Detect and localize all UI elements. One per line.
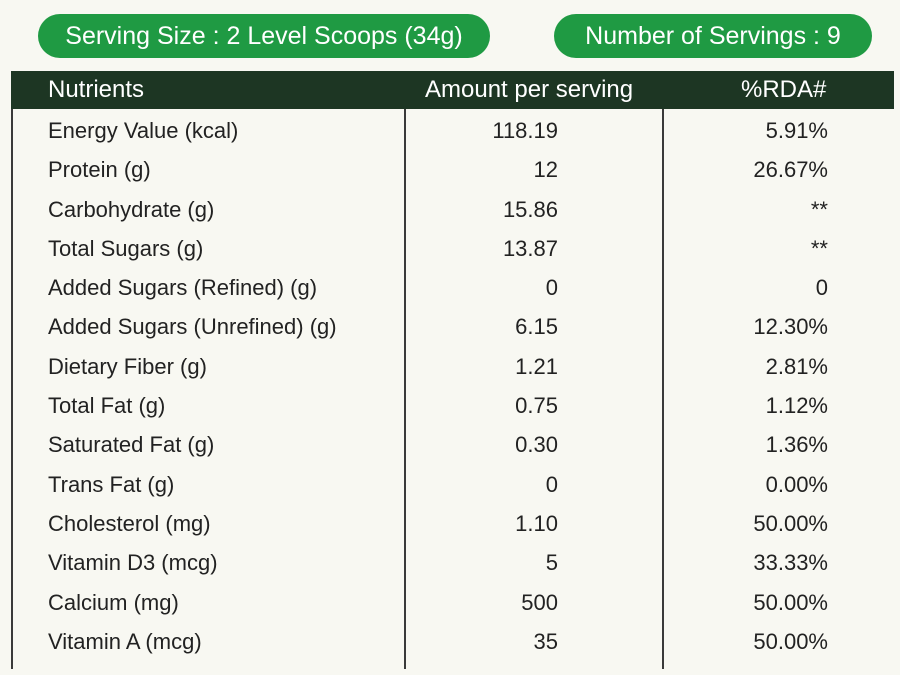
table-row: Energy Value (kcal) 118.19 5.91%	[11, 111, 894, 150]
nutrient-rda: 33.33%	[753, 550, 828, 576]
table-row: Dietary Fiber (g) 1.21 2.81%	[11, 347, 894, 386]
nutrient-name: Saturated Fat (g)	[48, 432, 215, 458]
nutrient-name: Vitamin D3 (mcg)	[48, 550, 218, 576]
nutrition-table: Nutrients Amount per serving %RDA# Energ…	[11, 71, 894, 675]
column-divider-left	[11, 109, 13, 669]
nutrient-amount: 1.21	[515, 353, 558, 379]
nutrient-amount: 500	[521, 589, 558, 615]
table-row: Added Sugars (Refined) (g) 0 0	[11, 268, 894, 307]
nutrient-amount: 35	[533, 628, 558, 654]
nutrient-rda: **	[810, 196, 828, 222]
table-body: Energy Value (kcal) 118.19 5.91% Protein…	[11, 111, 894, 661]
nutrient-rda: 26.67%	[753, 157, 828, 183]
nutrient-name: Total Fat (g)	[48, 393, 166, 419]
nutrient-amount: 0.30	[515, 432, 558, 458]
table-row: Calcium (mg) 500 50.00%	[11, 583, 894, 622]
header-rda: %RDA#	[741, 76, 827, 103]
nutrient-name: Dietary Fiber (g)	[48, 353, 207, 379]
nutrient-amount: 118.19	[492, 118, 558, 143]
nutrient-amount: 5	[545, 550, 558, 576]
nutrient-amount: 1.10	[515, 510, 558, 536]
column-divider-amount-rda	[662, 109, 664, 669]
nutrient-rda: 1.12%	[765, 393, 828, 419]
nutrient-amount: 15.86	[502, 196, 558, 222]
nutrient-amount: 6.15	[515, 314, 558, 340]
nutrient-name: Trans Fat (g)	[48, 471, 175, 497]
nutrient-name: Cholesterol (mg)	[48, 510, 211, 536]
nutrient-amount: 0	[545, 275, 558, 301]
nutrient-rda: 50.00%	[753, 589, 828, 615]
table-row: Saturated Fat (g) 0.30 1.36%	[11, 425, 894, 464]
nutrient-rda: 12.30%	[753, 314, 828, 340]
table-header: Nutrients Amount per serving %RDA#	[11, 71, 894, 109]
table-row: Total Fat (g) 0.75 1.12%	[11, 386, 894, 425]
table-row: Vitamin D3 (mcg) 5 33.33%	[11, 543, 894, 582]
nutrient-name: Added Sugars (Refined) (g)	[48, 275, 318, 301]
nutrient-amount: 13.87	[502, 235, 558, 261]
nutrient-amount: 0.75	[515, 393, 558, 419]
nutrient-name: Calcium (mg)	[48, 589, 179, 615]
nutrient-name: Vitamin A (mcg)	[48, 628, 202, 654]
nutrient-rda: 0.00%	[765, 471, 828, 497]
column-divider-nutrient-amount	[404, 109, 406, 669]
nutrient-rda: 0	[815, 275, 828, 301]
nutrient-amount: 0	[545, 471, 558, 497]
nutrient-rda: 50.00%	[753, 628, 828, 654]
header-amount-per-serving: Amount per serving	[425, 76, 634, 103]
nutrient-amount: 12	[533, 157, 558, 183]
nutrient-name: Energy Value (kcal)	[48, 118, 239, 143]
serving-size-badge: Serving Size : 2 Level Scoops (34g)	[38, 14, 490, 58]
table-row: Cholesterol (mg) 1.10 50.00%	[11, 504, 894, 543]
nutrient-rda: 2.81%	[765, 353, 828, 379]
nutrient-name: Added Sugars (Unrefined) (g)	[48, 314, 337, 340]
nutrient-name: Carbohydrate (g)	[48, 196, 215, 222]
nutrient-rda: 50.00%	[753, 510, 828, 536]
table-row: Trans Fat (g) 0 0.00%	[11, 465, 894, 504]
nutrient-name: Protein (g)	[48, 157, 151, 183]
table-row: Protein (g) 12 26.67%	[11, 150, 894, 189]
table-row: Total Sugars (g) 13.87 **	[11, 229, 894, 268]
nutrient-rda: **	[810, 235, 828, 261]
nutrient-rda: 5.91%	[765, 118, 828, 143]
nutrient-name: Total Sugars (g)	[48, 235, 204, 261]
table-row: Added Sugars (Unrefined) (g) 6.15 12.30%	[11, 307, 894, 346]
header-nutrients: Nutrients	[48, 76, 145, 103]
table-row: Vitamin A (mcg) 35 50.00%	[11, 622, 894, 661]
number-of-servings-badge: Number of Servings : 9	[554, 14, 872, 58]
nutrient-rda: 1.36%	[765, 432, 828, 458]
table-row: Carbohydrate (g) 15.86 **	[11, 190, 894, 229]
